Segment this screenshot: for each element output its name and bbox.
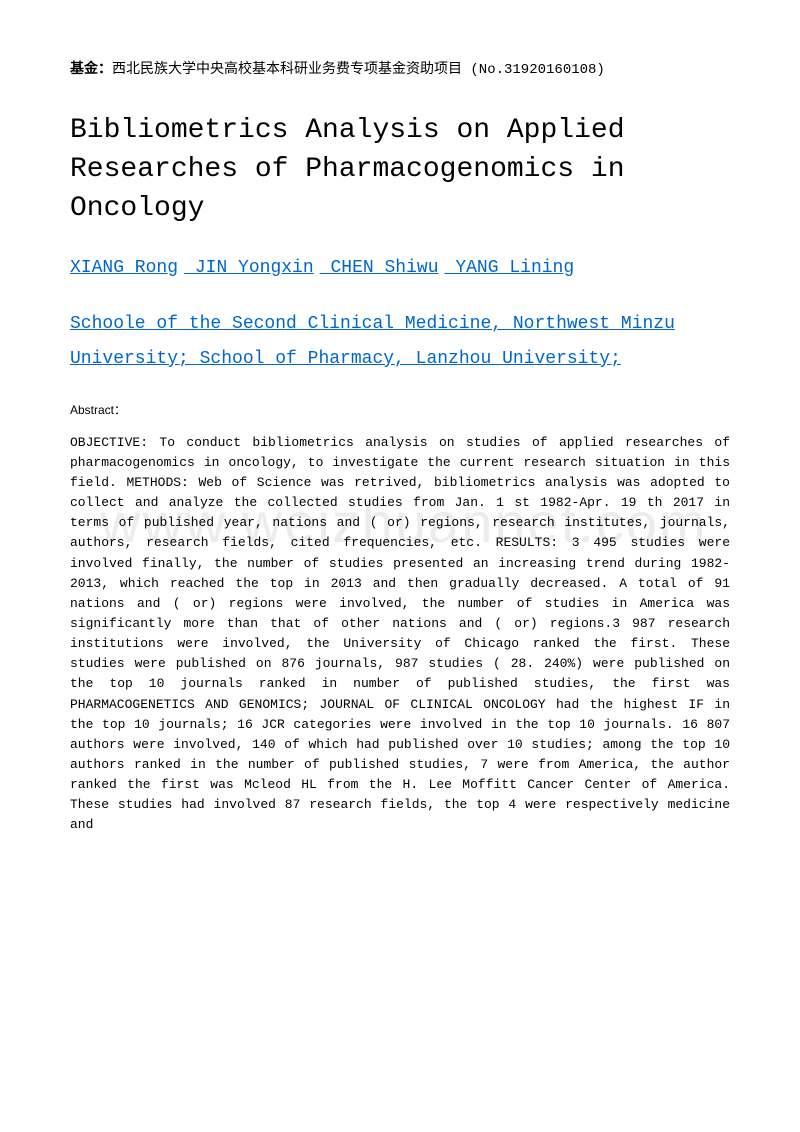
author-link[interactable]: YANG Lining [455,258,574,278]
author-link[interactable]: JIN Yongxin [195,258,314,278]
page-content: 基金：西北民族大学中央高校基本科研业务费专项基金资助项目 (No.3192016… [70,60,730,836]
affiliations-list[interactable]: Schoole of the Second Clinical Medicine,… [70,307,730,375]
funding-section: 基金：西北民族大学中央高校基本科研业务费专项基金资助项目 (No.3192016… [70,60,730,81]
abstract-label: Abstract： [70,401,730,418]
abstract-body: OBJECTIVE: To conduct bibliometrics anal… [70,433,730,836]
author-link[interactable]: XIANG Rong [70,258,178,278]
funding-label: 基金： [70,62,112,78]
authors-list: XIANG Rong JIN Yongxin CHEN Shiwu YANG L… [70,254,730,283]
funding-text: 西北民族大学中央高校基本科研业务费专项基金资助项目 (No.3192016010… [112,62,605,78]
author-link[interactable]: CHEN Shiwu [330,258,438,278]
paper-title: Bibliometrics Analysis on Applied Resear… [70,111,730,229]
